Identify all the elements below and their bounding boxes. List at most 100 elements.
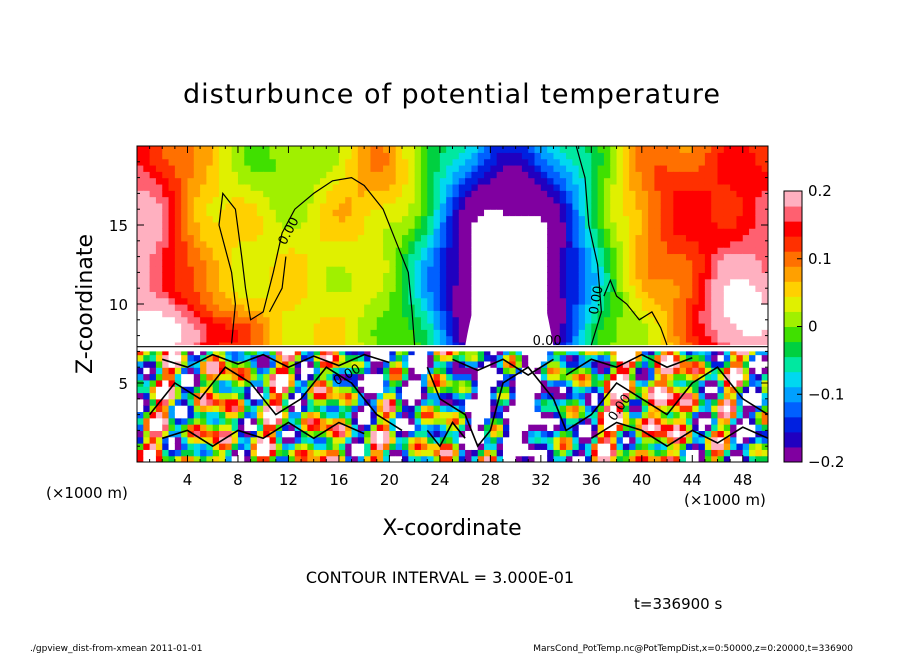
heatmap-cell <box>345 405 353 413</box>
heatmap-cell <box>376 228 384 236</box>
heatmap-cell <box>755 240 763 248</box>
heatmap-cell <box>629 291 637 299</box>
heatmap-cell <box>187 146 195 153</box>
heatmap-cell <box>648 417 656 425</box>
heatmap-cell <box>742 171 750 179</box>
heatmap-cell <box>603 405 611 413</box>
heatmap-cell <box>502 348 510 356</box>
heatmap-cell <box>263 234 271 242</box>
heatmap-cell <box>736 322 744 330</box>
heatmap-cell <box>263 443 271 450</box>
heatmap-cell <box>427 291 435 299</box>
heatmap-cell <box>679 386 687 394</box>
heatmap-cell <box>301 436 308 444</box>
heatmap-cell <box>231 322 239 330</box>
heatmap-cell <box>591 196 599 204</box>
heatmap-cell <box>585 190 592 198</box>
heatmap-cell <box>269 297 277 305</box>
heatmap-cell <box>585 209 592 217</box>
heatmap-cell <box>547 291 555 299</box>
heatmap-cell <box>477 386 485 394</box>
heatmap-cell <box>263 190 271 198</box>
heatmap-cell <box>654 266 662 273</box>
heatmap-cell <box>439 253 447 261</box>
heatmap-cell <box>187 373 195 381</box>
heatmap-cell <box>446 253 454 261</box>
heatmap-cell <box>749 259 756 267</box>
heatmap-cell <box>736 183 744 191</box>
heatmap-cell <box>648 436 656 444</box>
heatmap-cell <box>685 436 693 444</box>
heatmap-cell <box>667 373 674 381</box>
heatmap-cell <box>458 146 466 153</box>
heatmap-cell <box>332 405 340 413</box>
heatmap-cell <box>256 449 264 457</box>
heatmap-cell <box>414 424 422 431</box>
heatmap-cell <box>307 240 315 248</box>
heatmap-cell <box>717 430 725 438</box>
heatmap-cell <box>313 183 321 191</box>
heatmap-cell <box>679 436 687 444</box>
heatmap-cell <box>288 348 296 356</box>
heatmap-cell <box>408 417 416 425</box>
heatmap-cell <box>578 152 586 160</box>
heatmap-cell <box>622 171 630 179</box>
heatmap-cell <box>534 266 542 273</box>
heatmap-cell <box>717 177 725 185</box>
heatmap-cell <box>200 322 208 330</box>
heatmap-cell <box>402 304 409 311</box>
heatmap-cell <box>742 240 750 248</box>
heatmap-cell <box>717 304 725 311</box>
heatmap-cell <box>389 278 397 286</box>
heatmap-cell <box>490 196 498 204</box>
heatmap-cell <box>155 443 163 450</box>
heatmap-cell <box>711 348 719 356</box>
heatmap-cell <box>648 392 656 400</box>
heatmap-cell <box>237 335 245 343</box>
heatmap-cell <box>616 304 624 311</box>
heatmap-cell <box>231 171 239 179</box>
heatmap-cell <box>395 278 403 286</box>
heatmap-cell <box>711 177 719 185</box>
heatmap-cell <box>244 386 252 394</box>
heatmap-cell <box>654 430 662 438</box>
heatmap-cell <box>155 209 163 217</box>
heatmap-cell <box>704 316 712 324</box>
heatmap-cell <box>521 449 529 457</box>
heatmap-cell <box>244 316 252 324</box>
heatmap-cell <box>742 455 750 462</box>
heatmap-cell <box>648 398 656 406</box>
heatmap-cell <box>629 316 637 324</box>
heatmap-cell <box>629 272 637 280</box>
heatmap-cell <box>402 405 409 413</box>
heatmap-cell <box>496 430 504 438</box>
heatmap-cell <box>547 152 555 160</box>
heatmap-cell <box>755 436 763 444</box>
heatmap-cell <box>484 354 491 362</box>
heatmap-cell <box>200 240 208 248</box>
heatmap-cell <box>332 449 340 457</box>
heatmap-cell <box>193 424 201 431</box>
heatmap-cell <box>585 177 592 185</box>
heatmap-cell <box>654 322 662 330</box>
heatmap-cell <box>465 164 473 172</box>
heatmap-cell <box>162 171 170 179</box>
heatmap-cell <box>597 285 605 292</box>
heatmap-cell <box>439 417 447 425</box>
heatmap-cell <box>610 455 618 462</box>
heatmap-cell <box>231 253 239 261</box>
heatmap-cell <box>635 164 643 172</box>
heatmap-cell <box>616 291 624 299</box>
heatmap-cell <box>332 190 340 198</box>
heatmap-cell <box>420 146 428 153</box>
heatmap-cell <box>364 152 372 160</box>
heatmap-cell <box>200 405 208 413</box>
heatmap-cell <box>433 247 441 255</box>
heatmap-cell <box>742 177 750 185</box>
heatmap-cell <box>446 360 454 368</box>
heatmap-cell <box>616 253 624 261</box>
heatmap-cell <box>578 266 586 273</box>
heatmap-cell <box>685 234 693 242</box>
heatmap-cell <box>730 228 738 236</box>
heatmap-cell <box>212 411 220 419</box>
